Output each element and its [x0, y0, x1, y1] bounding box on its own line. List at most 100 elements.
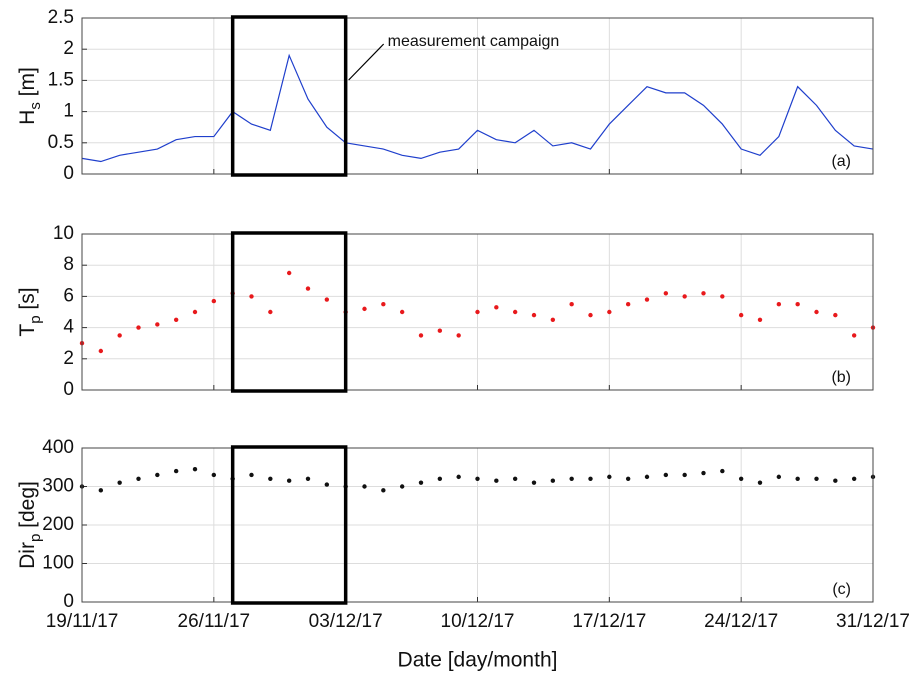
y-tick-label: 0 [63, 379, 74, 400]
data-line [81, 53, 874, 163]
y-tick-label: 200 [42, 514, 74, 535]
panel-label: (c) [832, 581, 851, 598]
x-tick-label: 26/11/17 [178, 611, 251, 632]
x-tick-label: 03/12/17 [309, 611, 383, 632]
data-point [550, 317, 556, 322]
data-point [437, 328, 443, 333]
data-point [475, 476, 480, 481]
plot-frame [81, 17, 874, 175]
y-tick-label: 10 [53, 223, 74, 244]
data-point [682, 294, 687, 299]
y-tick-label: 0 [63, 591, 74, 612]
plot-frame [81, 233, 874, 391]
data-point [249, 294, 254, 299]
data-point [776, 474, 782, 480]
data-point [324, 482, 330, 487]
data-point [701, 291, 706, 296]
data-point [192, 309, 198, 315]
data-point [173, 317, 179, 322]
y-tick-label: 8 [63, 254, 74, 275]
y-label-sub: p [27, 534, 44, 542]
data-point [456, 474, 461, 480]
y-label-sub: p [27, 315, 44, 323]
annotation-leader [348, 43, 385, 81]
data-point [569, 302, 574, 307]
data-point [588, 312, 593, 318]
data-point [814, 309, 819, 315]
data-point [286, 478, 292, 483]
data-point [324, 297, 330, 302]
data-point [833, 478, 838, 483]
y-tick-label: 400 [42, 437, 74, 458]
data-point [136, 325, 141, 330]
y-tick-label: 2 [63, 38, 74, 59]
data-point [757, 480, 763, 485]
data-point [644, 297, 650, 302]
x-tick-label: 24/12/17 [704, 611, 778, 632]
data-point [437, 476, 443, 481]
y-axis-label: Hs [m] [16, 67, 45, 125]
x-tick-label: 31/12/17 [836, 611, 910, 632]
data-point [682, 472, 687, 478]
data-point [851, 333, 857, 338]
data-point [98, 488, 104, 493]
data-point [757, 317, 763, 322]
data-point [173, 468, 179, 474]
data-point [211, 472, 217, 478]
data-point [625, 476, 631, 481]
data-point [456, 333, 461, 338]
data-point [268, 309, 273, 315]
x-axis-label: Date [day/month] [398, 649, 558, 672]
data-point [531, 480, 537, 485]
y-tick-label: 1 [63, 101, 74, 122]
data-point [512, 476, 518, 481]
data-point [98, 348, 104, 354]
y-label-unit: [m] [16, 67, 39, 102]
panel-label: (b) [831, 369, 851, 386]
data-point [286, 270, 292, 276]
y-tick-label: 1.5 [48, 69, 74, 90]
data-point [211, 298, 217, 304]
y-tick-label: 0 [63, 163, 74, 184]
y-tick-label: 2.5 [48, 7, 74, 28]
data-point [475, 309, 480, 315]
data-point [418, 333, 424, 338]
data-point [776, 302, 782, 307]
y-tick-label: 100 [42, 553, 74, 574]
y-tick-label: 4 [63, 317, 74, 338]
data-point [625, 302, 631, 307]
data-point [588, 476, 593, 481]
data-point [494, 305, 499, 310]
data-point [494, 478, 499, 483]
highlight-box [230, 445, 348, 605]
data-point [305, 476, 311, 481]
data-point [192, 466, 198, 472]
data-point [720, 294, 725, 299]
data-point [381, 302, 386, 307]
x-tick-label: 10/12/17 [441, 611, 515, 632]
data-point [531, 312, 537, 318]
data-point [117, 333, 122, 338]
x-tick-label: 19/11/17 [46, 611, 119, 632]
data-point [399, 484, 405, 489]
data-point [814, 476, 819, 481]
y-tick-label: 300 [42, 476, 74, 497]
data-point [155, 322, 160, 327]
highlight-box [230, 231, 348, 393]
data-point [851, 476, 857, 481]
x-tick-label: 17/12/17 [572, 611, 646, 632]
data-point [362, 484, 367, 489]
y-tick-label: 0.5 [48, 132, 74, 153]
y-tick-label: 6 [63, 285, 74, 306]
data-point [550, 478, 556, 483]
data-point [738, 312, 744, 318]
y-label-unit: [deg] [16, 481, 39, 534]
data-point [607, 474, 612, 480]
data-point [136, 476, 141, 481]
data-point [663, 291, 669, 296]
data-point [720, 468, 725, 474]
y-axis-label: Dirp [deg] [16, 481, 45, 569]
y-tick-label: 2 [63, 348, 74, 369]
y-axis-label: Tp [s] [16, 287, 45, 336]
data-point [795, 302, 800, 307]
